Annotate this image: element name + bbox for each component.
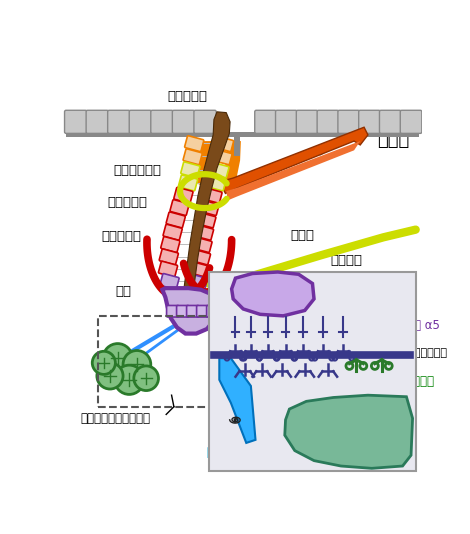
Polygon shape <box>162 288 216 334</box>
FancyBboxPatch shape <box>172 111 195 134</box>
Text: インターフェース
基底膜: インターフェース 基底膜 <box>395 348 448 370</box>
FancyBboxPatch shape <box>86 111 109 134</box>
FancyBboxPatch shape <box>379 111 401 134</box>
FancyBboxPatch shape <box>129 111 151 134</box>
FancyBboxPatch shape <box>64 111 87 134</box>
FancyBboxPatch shape <box>185 136 204 152</box>
Circle shape <box>134 366 158 390</box>
FancyBboxPatch shape <box>174 187 193 203</box>
Text: 毛芽細胞: 毛芽細胞 <box>258 274 290 288</box>
Bar <box>212 137 218 164</box>
Polygon shape <box>226 141 360 200</box>
FancyBboxPatch shape <box>189 274 207 289</box>
FancyBboxPatch shape <box>163 224 182 240</box>
Text: インテグリン: インテグリン <box>392 375 435 388</box>
Bar <box>209 272 416 470</box>
FancyBboxPatch shape <box>166 212 185 228</box>
FancyBboxPatch shape <box>108 111 130 134</box>
FancyBboxPatch shape <box>338 111 360 134</box>
Circle shape <box>97 363 123 389</box>
FancyBboxPatch shape <box>181 162 200 178</box>
Text: 毛乳頭細胞: 毛乳頭細胞 <box>346 426 386 438</box>
Bar <box>98 316 228 407</box>
FancyBboxPatch shape <box>179 175 197 191</box>
Text: 感覚神経: 感覚神経 <box>330 254 362 267</box>
FancyBboxPatch shape <box>204 189 222 203</box>
FancyBboxPatch shape <box>194 238 212 253</box>
Polygon shape <box>226 141 241 184</box>
Text: バルジ中部: バルジ中部 <box>102 230 141 243</box>
Polygon shape <box>232 272 314 316</box>
FancyBboxPatch shape <box>158 261 178 277</box>
FancyBboxPatch shape <box>201 201 219 216</box>
FancyBboxPatch shape <box>317 111 339 134</box>
FancyBboxPatch shape <box>359 111 380 134</box>
Text: ラミニン α5: ラミニン α5 <box>392 319 439 332</box>
FancyBboxPatch shape <box>183 149 202 164</box>
Circle shape <box>123 350 151 378</box>
FancyBboxPatch shape <box>170 200 189 216</box>
FancyBboxPatch shape <box>177 305 189 317</box>
FancyBboxPatch shape <box>198 213 216 228</box>
Circle shape <box>115 365 144 395</box>
FancyBboxPatch shape <box>151 111 173 134</box>
Text: フック基底膜: フック基底膜 <box>207 446 249 459</box>
FancyBboxPatch shape <box>192 250 211 265</box>
FancyBboxPatch shape <box>211 163 229 178</box>
Circle shape <box>92 351 115 374</box>
Circle shape <box>103 343 133 373</box>
Bar <box>66 132 419 137</box>
FancyBboxPatch shape <box>255 111 276 134</box>
FancyBboxPatch shape <box>208 176 226 191</box>
FancyBboxPatch shape <box>214 150 232 164</box>
Text: COL13A1: COL13A1 <box>258 423 313 436</box>
Text: 毛乳頭（線維芽細胞）: 毛乳頭（線維芽細胞） <box>80 412 150 425</box>
FancyBboxPatch shape <box>400 111 422 134</box>
FancyBboxPatch shape <box>187 305 199 317</box>
Text: 立毛筋: 立毛筋 <box>290 229 314 241</box>
Polygon shape <box>285 395 413 468</box>
Text: バルジ上部: バルジ上部 <box>108 196 148 209</box>
FancyBboxPatch shape <box>166 305 179 317</box>
FancyBboxPatch shape <box>196 305 209 317</box>
FancyBboxPatch shape <box>275 111 297 134</box>
Text: イスマス下部: イスマス下部 <box>113 164 161 177</box>
Polygon shape <box>219 127 368 193</box>
FancyBboxPatch shape <box>194 111 216 134</box>
Text: 基底膜: 基底膜 <box>377 130 409 148</box>
FancyBboxPatch shape <box>161 237 180 253</box>
FancyBboxPatch shape <box>159 249 178 265</box>
Bar <box>234 134 240 156</box>
FancyBboxPatch shape <box>207 305 219 317</box>
Polygon shape <box>219 358 256 443</box>
Polygon shape <box>197 141 212 187</box>
FancyBboxPatch shape <box>296 111 318 134</box>
FancyBboxPatch shape <box>215 137 234 152</box>
Text: 毛芽: 毛芽 <box>115 285 131 298</box>
Text: 毛包間表皮: 毛包間表皮 <box>167 90 207 103</box>
FancyBboxPatch shape <box>160 273 179 289</box>
FancyBboxPatch shape <box>196 225 213 240</box>
Polygon shape <box>181 112 230 322</box>
FancyBboxPatch shape <box>191 262 209 277</box>
